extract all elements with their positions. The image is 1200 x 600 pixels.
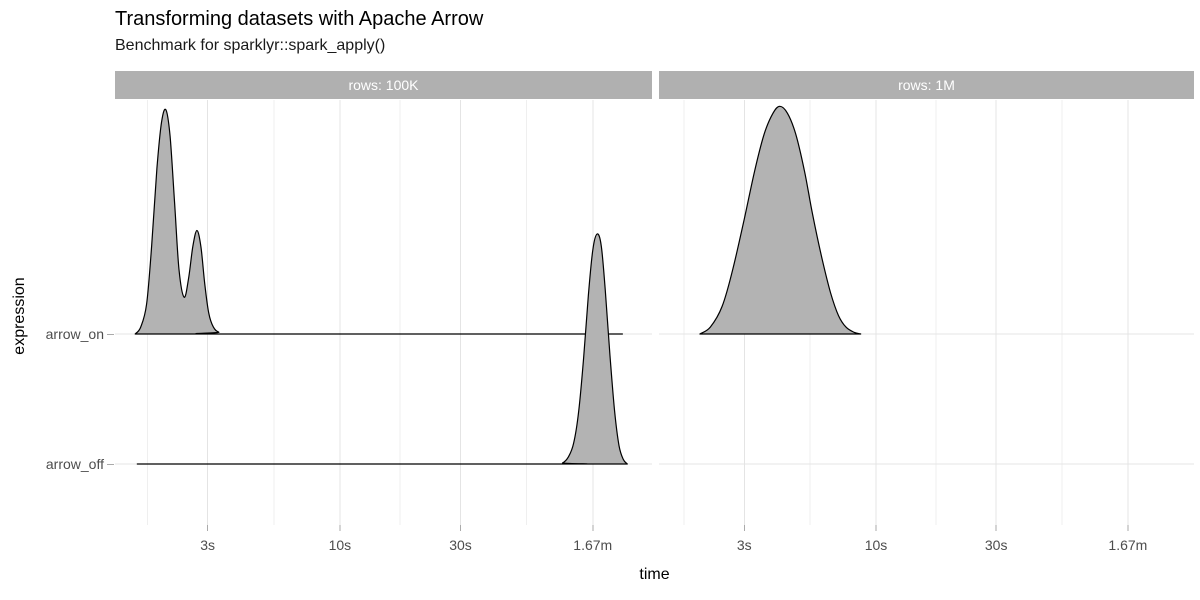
facet-panel-0	[115, 100, 652, 531]
facet-strip-rows-1m: rows: 1M	[659, 71, 1194, 99]
y-tick-label-arrow_on: arrow_on	[45, 326, 104, 342]
x-tick-label-1.67m: 1.67m	[573, 537, 613, 553]
density-ridge-arrow_on	[699, 105, 862, 335]
facet-strip-rows-100k: rows: 100K	[115, 71, 652, 99]
y-axis-title: expression	[11, 277, 28, 355]
x-tick-label-10s: 10s	[328, 537, 352, 553]
facet-strip-rows-100k-label: rows: 100K	[348, 77, 419, 93]
density-ridge-arrow_on	[134, 108, 623, 335]
y-tick-mark-arrow_off	[107, 464, 114, 465]
chart-subtitle: Benchmark for sparklyr::spark_apply()	[115, 37, 386, 54]
y-tick-mark-arrow_on	[107, 334, 114, 335]
facet-strip-rows-1m-label: rows: 1M	[898, 77, 955, 93]
y-tick-label-arrow_off: arrow_off	[45, 456, 104, 472]
facet-panel-1	[659, 100, 1194, 531]
x-tick-label-3s: 3s	[200, 537, 216, 553]
chart-title: Transforming datasets with Apache Arrow	[115, 8, 484, 30]
x-axis-title: time	[639, 566, 670, 583]
x-tick-label-30s: 30s	[984, 537, 1008, 553]
x-tick-label-10s: 10s	[864, 537, 888, 553]
x-tick-label-30s: 30s	[449, 537, 472, 553]
density-ridge-arrow_off	[136, 233, 628, 465]
x-tick-label-3s: 3s	[736, 537, 752, 553]
x-tick-label-1.67m: 1.67m	[1108, 537, 1148, 553]
